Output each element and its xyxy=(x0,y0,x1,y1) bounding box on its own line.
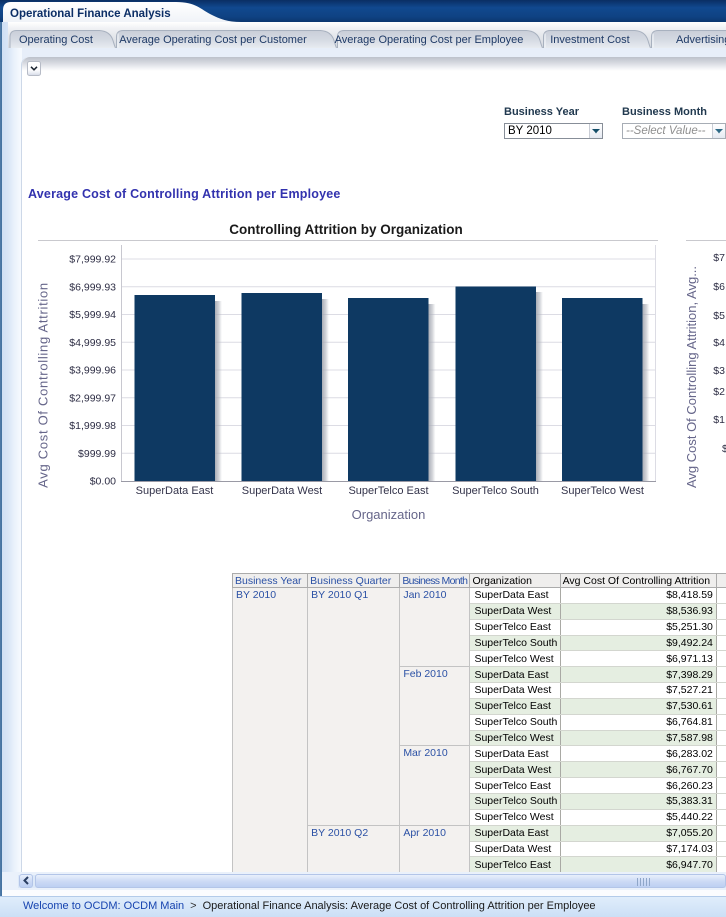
svg-text:$999.99: $999.99 xyxy=(722,443,726,455)
svg-text:$3,999.96: $3,999.96 xyxy=(713,365,726,377)
svg-text:$2,999.97: $2,999.97 xyxy=(69,392,116,404)
svg-text:Operating Cost: Operating Cost xyxy=(19,34,93,46)
svg-text:Operational Finance Analysis: Operational Finance Analysis xyxy=(10,8,171,20)
svg-text:$4,999.95: $4,999.95 xyxy=(713,337,726,349)
svg-text:Advertising Cost: Advertising Cost xyxy=(676,34,726,46)
svg-text:$4,999.95: $4,999.95 xyxy=(69,337,116,349)
svg-text:$6,999.93: $6,999.93 xyxy=(69,281,116,293)
svg-text:$3,999.96: $3,999.96 xyxy=(69,365,116,377)
svg-text:Controlling Attrition by Organ: Controlling Attrition by Organization xyxy=(229,222,462,237)
svg-text:SuperTelco East: SuperTelco East xyxy=(348,485,428,497)
svg-text:SuperData West: SuperData West xyxy=(242,485,323,497)
svg-text:SuperTelco South: SuperTelco South xyxy=(452,485,539,497)
svg-text:$6,999.93: $6,999.93 xyxy=(713,281,726,293)
svg-text:$1,999.98: $1,999.98 xyxy=(713,414,726,426)
svg-text:$5,999.94: $5,999.94 xyxy=(69,309,116,321)
svg-text:SuperData East: SuperData East xyxy=(136,485,214,497)
svg-text:Organization: Organization xyxy=(352,507,426,522)
svg-text:Avg Cost Of Controlling Attrit: Avg Cost Of Controlling Attrition, Avg..… xyxy=(684,266,699,488)
svg-text:$7,999.92: $7,999.92 xyxy=(69,254,116,266)
svg-text:$2,999.97: $2,999.97 xyxy=(713,386,726,398)
svg-text:Average Operating Cost per Cus: Average Operating Cost per Customer xyxy=(119,34,307,46)
svg-text:Avg Cost Of Controlling Attrit: Avg Cost Of Controlling Attrition xyxy=(36,282,51,488)
svg-text:$5,999.94: $5,999.94 xyxy=(713,310,726,322)
svg-text:$1,999.98: $1,999.98 xyxy=(69,420,116,432)
svg-text:$999.99: $999.99 xyxy=(78,448,116,460)
svg-text:SuperTelco West: SuperTelco West xyxy=(561,485,644,497)
svg-text:Investment Cost: Investment Cost xyxy=(550,34,629,46)
svg-text:$0.00: $0.00 xyxy=(90,476,116,488)
svg-text:Average Operating Cost per Emp: Average Operating Cost per Employee xyxy=(335,34,524,46)
svg-text:$7,999.92: $7,999.92 xyxy=(713,252,726,264)
